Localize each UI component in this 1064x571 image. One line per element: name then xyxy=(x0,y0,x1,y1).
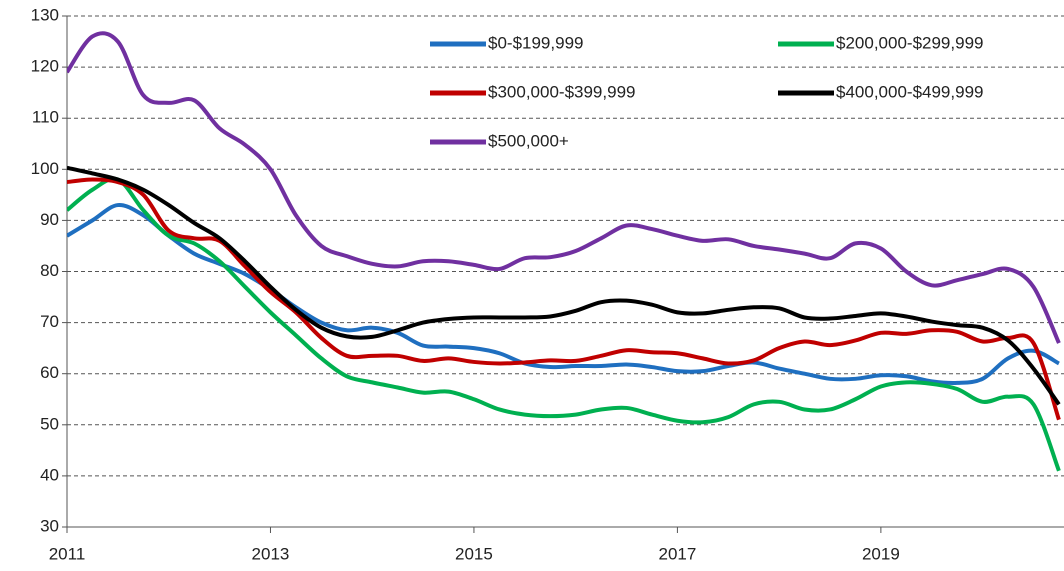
y-tick-label: 100 xyxy=(31,159,59,178)
legend-label: $200,000-$299,999 xyxy=(836,33,983,52)
y-tick-label: 130 xyxy=(31,5,59,24)
y-tick-label: 30 xyxy=(40,516,59,535)
series-line xyxy=(67,165,1061,406)
x-tick-label: 2011 xyxy=(49,544,86,563)
y-tick-label: 80 xyxy=(40,261,59,280)
y-tick-label: 110 xyxy=(32,108,59,127)
y-tick-label: 120 xyxy=(31,57,59,76)
series-line xyxy=(67,203,1060,385)
y-tick-label: 90 xyxy=(40,210,59,229)
y-tick-label: 70 xyxy=(40,312,59,331)
legend-label: $300,000-$399,999 xyxy=(488,82,635,101)
series-line xyxy=(67,177,1061,421)
x-tick-label: 2019 xyxy=(862,544,900,563)
x-tick-label: 2013 xyxy=(252,544,290,563)
y-tick-label: 50 xyxy=(40,414,59,433)
legend-label: $0-$199,999 xyxy=(488,33,583,52)
y-tick-label: 60 xyxy=(40,363,59,382)
x-tick-label: 2015 xyxy=(455,544,493,563)
series-line xyxy=(67,31,1061,344)
legend-label: $500,000+ xyxy=(488,131,569,150)
x-tick-label: 2017 xyxy=(658,544,696,563)
legend-label: $400,000-$499,999 xyxy=(836,82,983,101)
series-line xyxy=(67,176,1061,472)
y-tick-label: 40 xyxy=(40,465,59,484)
